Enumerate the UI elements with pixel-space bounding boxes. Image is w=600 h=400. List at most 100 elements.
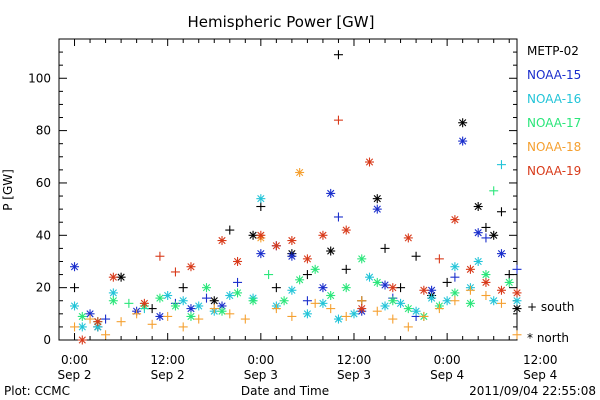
y-tick-label: 40 xyxy=(36,228,51,242)
x-tick-label: 12:00 xyxy=(523,353,558,367)
chart-title: Hemispheric Power [GW] xyxy=(188,13,375,31)
data-point xyxy=(116,317,126,327)
data-point xyxy=(380,280,390,290)
data-point xyxy=(139,298,149,308)
data-point xyxy=(427,293,437,303)
data-markers xyxy=(70,50,522,345)
data-point xyxy=(209,304,219,314)
data-point xyxy=(132,309,142,319)
data-point xyxy=(271,241,281,251)
data-point xyxy=(70,301,80,311)
data-point xyxy=(326,246,336,256)
data-point xyxy=(512,296,522,306)
data-point xyxy=(287,285,297,295)
data-point xyxy=(295,167,305,177)
data-point xyxy=(357,296,367,306)
data-point xyxy=(489,186,499,196)
data-point xyxy=(186,262,196,272)
data-point xyxy=(333,314,343,324)
data-point xyxy=(450,215,460,225)
data-point xyxy=(248,296,258,306)
y-tick-label: 20 xyxy=(36,281,51,295)
legend-entry: METP-02 xyxy=(527,44,579,58)
data-point xyxy=(178,296,188,306)
data-point xyxy=(194,301,204,311)
data-point xyxy=(333,212,343,222)
data-point xyxy=(388,296,398,306)
data-point xyxy=(512,304,522,314)
data-point xyxy=(116,272,126,282)
data-point xyxy=(512,330,522,340)
data-point xyxy=(302,309,312,319)
x-tick-label: 12:00 xyxy=(337,353,372,367)
data-point xyxy=(365,272,375,282)
data-point xyxy=(163,311,173,321)
data-point xyxy=(147,304,157,314)
x-tick-date: Sep 4 xyxy=(523,368,557,382)
data-point xyxy=(217,236,227,246)
data-point xyxy=(434,304,444,314)
data-point xyxy=(108,288,118,298)
data-point xyxy=(465,264,475,274)
data-point xyxy=(512,264,522,274)
data-point xyxy=(163,291,173,301)
data-point xyxy=(256,194,266,204)
legend-entry: NOAA-18 xyxy=(527,140,581,154)
data-point xyxy=(388,314,398,324)
legend-entry: NOAA-16 xyxy=(527,92,581,106)
data-point xyxy=(170,301,180,311)
data-point xyxy=(287,251,297,261)
data-point xyxy=(124,298,134,308)
data-point xyxy=(302,254,312,264)
legend-entry: NOAA-17 xyxy=(527,116,581,130)
data-point xyxy=(233,277,243,287)
x-tick-label: 0:00 xyxy=(247,353,274,367)
data-point xyxy=(388,283,398,293)
data-point xyxy=(256,202,266,212)
data-point xyxy=(70,322,80,332)
data-point xyxy=(372,277,382,287)
data-point xyxy=(473,202,483,212)
data-point xyxy=(77,322,87,332)
y-axis-label: P [GW] xyxy=(1,169,15,211)
data-point xyxy=(380,243,390,253)
data-point xyxy=(287,311,297,321)
data-point xyxy=(458,136,468,146)
data-point xyxy=(178,322,188,332)
data-point xyxy=(512,288,522,298)
data-point xyxy=(450,288,460,298)
data-point xyxy=(302,270,312,280)
plot-frame xyxy=(58,38,518,341)
data-point xyxy=(396,298,406,308)
data-point xyxy=(403,322,413,332)
data-point xyxy=(450,296,460,306)
data-point xyxy=(496,285,506,295)
data-point xyxy=(233,288,243,298)
data-point xyxy=(341,264,351,274)
data-point xyxy=(264,270,274,280)
data-point xyxy=(186,304,196,314)
data-point xyxy=(201,283,211,293)
data-point xyxy=(248,230,258,240)
data-point xyxy=(302,296,312,306)
y-tick-label: 0 xyxy=(43,333,51,347)
plot-timestamp: 2011/09/04 22:55:08 xyxy=(469,384,596,398)
plot-credit: Plot: CCMC xyxy=(4,384,70,398)
data-point xyxy=(233,256,243,266)
x-tick-label: 0:00 xyxy=(434,353,461,367)
data-point xyxy=(411,306,421,316)
y-tick-label: 60 xyxy=(36,176,51,190)
data-point xyxy=(357,254,367,264)
x-tick-label: 0:00 xyxy=(61,353,88,367)
data-point xyxy=(496,207,506,217)
data-point xyxy=(186,311,196,321)
x-axis-label: Date and Time xyxy=(241,384,329,398)
data-point xyxy=(465,298,475,308)
data-point xyxy=(341,225,351,235)
data-point xyxy=(240,314,250,324)
data-point xyxy=(70,262,80,272)
data-point xyxy=(481,233,491,243)
data-point xyxy=(473,256,483,266)
